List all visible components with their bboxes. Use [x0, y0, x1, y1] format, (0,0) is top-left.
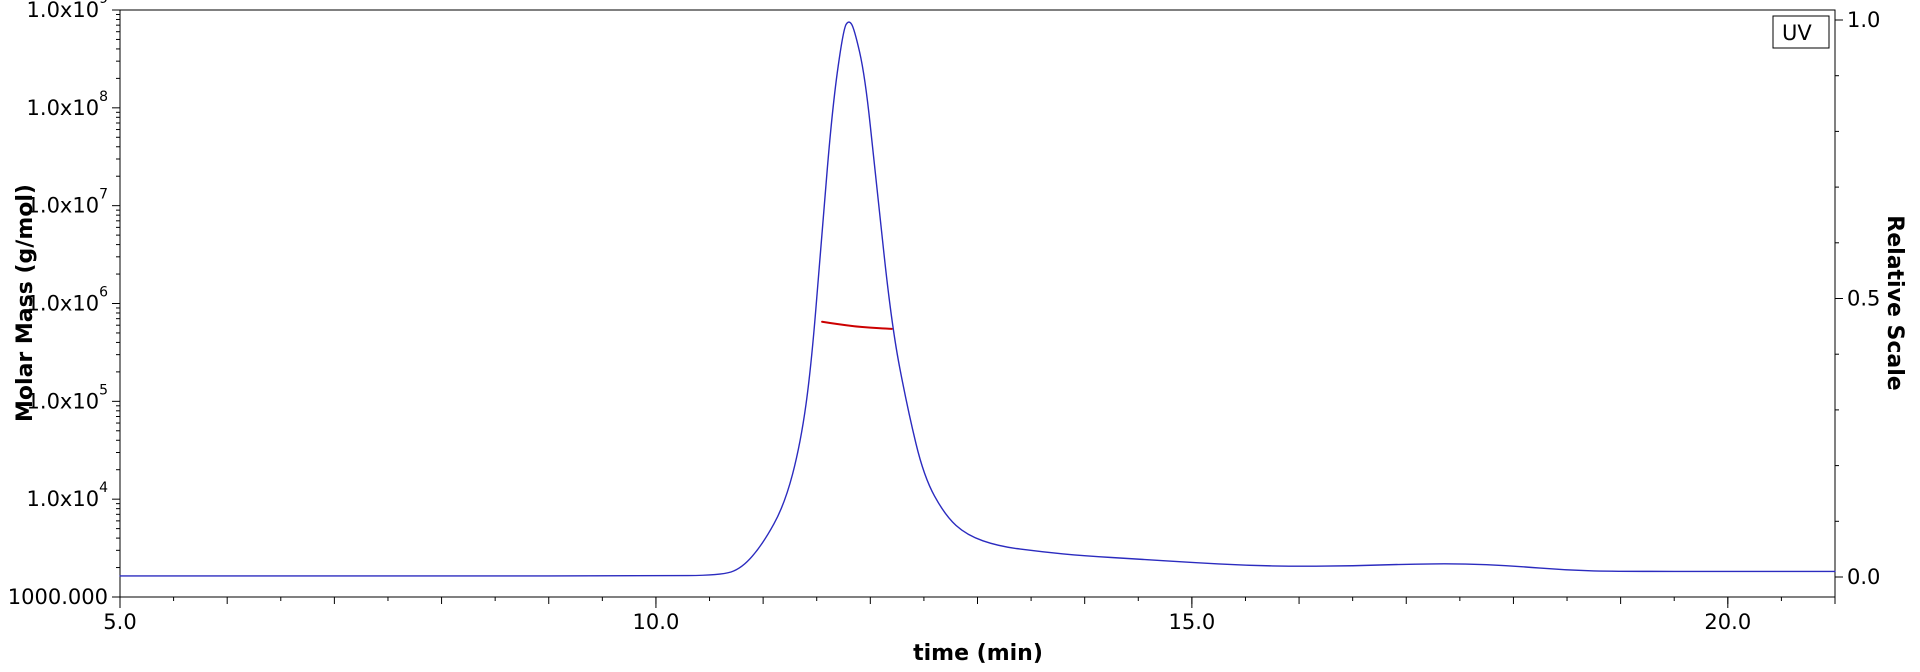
y-left-tick-label: 1000.000 [8, 585, 108, 609]
x-tick-label: 15.0 [1168, 610, 1215, 634]
y-left-axis-title: Molar Mass (g/mol) [13, 184, 38, 422]
series-line-uv [119, 21, 1836, 577]
y-left-tick-label: 1.0x104 [27, 480, 109, 511]
y-left-tick-label: 1.0x109 [27, 0, 108, 22]
series-line-molar-mass [821, 320, 893, 330]
y-right-tick-label: 0.5 [1847, 287, 1880, 311]
y-right-tick-label: 0.0 [1847, 565, 1880, 589]
legend-label: UV [1782, 21, 1812, 45]
plot-frame [119, 9, 1836, 598]
y-left-tick-label: 1.0x106 [27, 285, 109, 316]
x-tick-label: 5.0 [103, 610, 136, 634]
y-right-axis-title: Relative Scale [1882, 215, 1907, 390]
x-tick-label: 10.0 [633, 610, 680, 634]
x-tick-label: 20.0 [1704, 610, 1751, 634]
series-layer [119, 21, 1836, 577]
x-axis: 5.0 10.0 15.0 20.0 [103, 597, 1836, 634]
y-left-tick-label: 1.0x105 [27, 382, 108, 413]
y-left-tick-label: 1.0x108 [27, 89, 108, 120]
legend-box [1772, 15, 1830, 49]
x-axis-title: time (min) [913, 641, 1043, 666]
y-right-axis: 0.0 0.5 1.0 [1835, 8, 1880, 589]
y-right-tick-label: 1.0 [1847, 8, 1880, 32]
legend: UV [1772, 15, 1830, 49]
y-left-tick-label: 1.0x107 [27, 187, 108, 218]
y-left-axis: 1000.000 1.0x104 1.0x105 1.0x106 1.0x107 1.0x… [8, 0, 120, 609]
